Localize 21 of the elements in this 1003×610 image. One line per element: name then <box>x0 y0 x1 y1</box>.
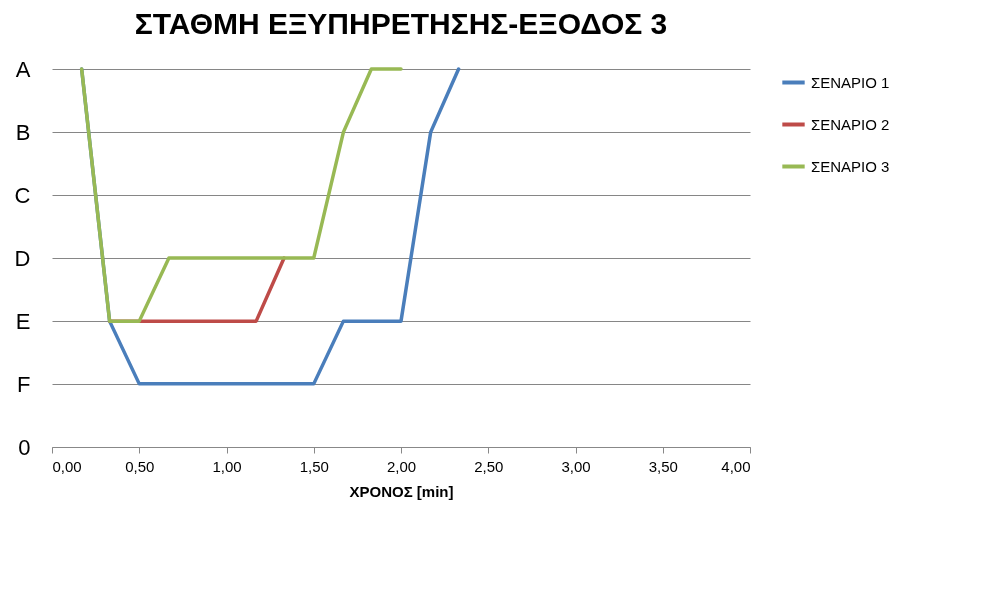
category-label: 0 <box>18 434 31 460</box>
category-label: F <box>17 371 31 397</box>
legend-label: ΣΕΝΑΡΙΟ 3 <box>811 157 890 175</box>
category-label: D <box>14 245 31 271</box>
x-tick-label: 1,50 <box>299 457 329 475</box>
x-tick-label: 3,00 <box>561 457 591 475</box>
x-tick-label: 3,50 <box>648 457 678 475</box>
legend-label: ΣΕΝΑΡΙΟ 1 <box>811 73 890 91</box>
x-axis-title: ΧΡΟΝΟΣ [min] <box>349 482 454 500</box>
category-label: A <box>15 56 31 82</box>
category-label: C <box>14 182 31 208</box>
category-label: B <box>15 119 31 145</box>
x-tick-label: 0,00 <box>52 457 82 475</box>
x-tick-label: 2,00 <box>386 457 417 475</box>
x-tick-label: 4,00 <box>721 457 751 475</box>
x-tick-label: 2,50 <box>474 457 504 475</box>
x-tick-label: 0,50 <box>125 457 155 475</box>
category-label: E <box>15 308 31 334</box>
chart-title: ΣΤΑΘΜΗ ΕΞΥΠΗΡΕΤΗΣΗΣ-ΕΞΟΔΟΣ 3 <box>134 7 668 40</box>
legend-label: ΣΕΝΑΡΙΟ 2 <box>811 115 890 133</box>
x-tick-label: 1,00 <box>212 457 242 475</box>
